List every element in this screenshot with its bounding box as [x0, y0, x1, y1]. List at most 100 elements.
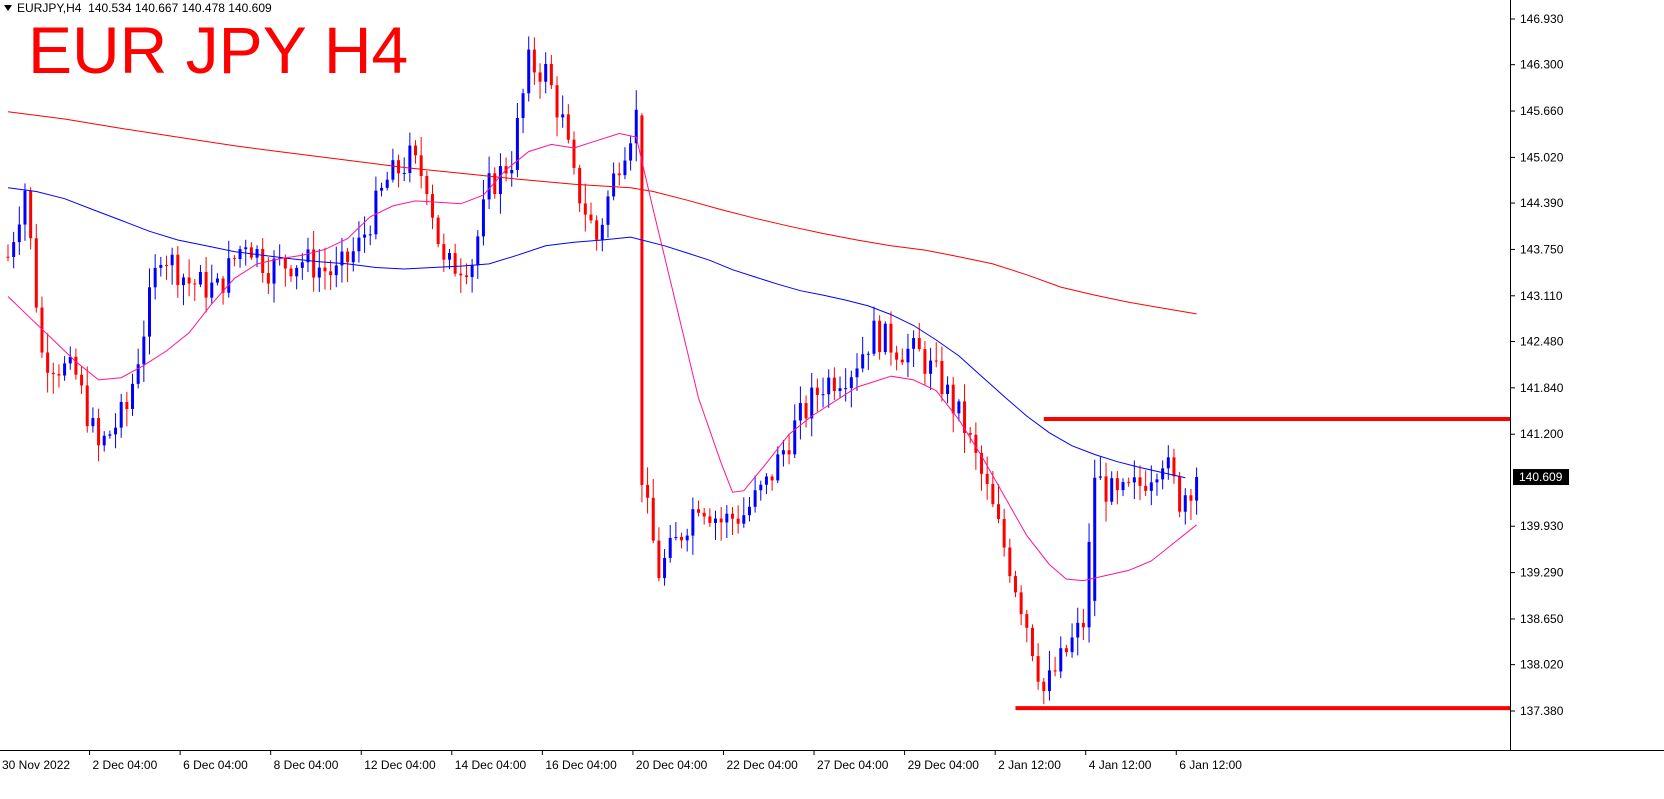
candle — [578, 164, 582, 212]
candle — [1121, 478, 1125, 497]
candle — [227, 240, 231, 298]
candle — [889, 311, 893, 366]
candle — [951, 376, 955, 433]
candle-body — [578, 167, 582, 204]
ma-mid-line — [7, 187, 1186, 479]
candle — [753, 475, 757, 513]
candle — [770, 474, 774, 491]
x-tick-label: 14 Dec 04:00 — [455, 758, 527, 772]
candle-body — [1155, 479, 1159, 483]
candle — [980, 445, 984, 491]
candle — [125, 391, 129, 427]
candle-body — [34, 238, 38, 308]
x-tick-label: 2 Jan 12:00 — [998, 758, 1061, 772]
horizontal-levels[interactable] — [1015, 416, 1510, 711]
candle-body — [532, 49, 536, 73]
candle — [278, 244, 282, 266]
candle — [855, 353, 859, 391]
candle-body — [640, 115, 644, 485]
candle — [414, 140, 418, 164]
candle — [323, 247, 327, 290]
candle-body — [821, 394, 825, 396]
candle-body — [827, 377, 831, 395]
candle — [34, 223, 38, 313]
candle — [844, 368, 848, 402]
candle — [1013, 570, 1017, 598]
candle-body — [617, 173, 621, 176]
candle — [114, 413, 118, 449]
candle-body — [295, 267, 299, 277]
candle-body — [114, 427, 118, 435]
candle-body — [385, 179, 389, 188]
candle — [419, 136, 423, 189]
candle-body — [600, 224, 604, 240]
candle-body — [544, 63, 548, 82]
candle-body — [883, 323, 887, 353]
y-tick-label: 146.930 — [1520, 12, 1564, 26]
candle — [329, 260, 333, 291]
candle — [680, 532, 684, 549]
candle-body — [312, 249, 316, 278]
candle — [663, 549, 667, 586]
candle — [295, 265, 299, 290]
candle — [1172, 448, 1176, 484]
candle-body — [170, 254, 174, 266]
candle — [1132, 460, 1136, 500]
candle — [1081, 608, 1085, 640]
candle — [583, 183, 587, 232]
candle — [640, 113, 644, 503]
candle-body — [255, 249, 259, 258]
candle-body — [623, 160, 627, 176]
candle — [634, 90, 638, 162]
candle — [119, 393, 123, 438]
candle-body — [238, 249, 242, 260]
candle-body — [215, 278, 219, 283]
candle-body — [164, 264, 168, 266]
candle — [866, 351, 870, 370]
candle — [1064, 644, 1068, 657]
candle-body — [159, 264, 163, 268]
candle — [63, 356, 67, 381]
candle-body — [481, 199, 485, 237]
candle — [1104, 462, 1108, 522]
candle — [702, 507, 706, 525]
candle-body — [663, 557, 667, 579]
ma-slow-line — [7, 111, 1197, 315]
candle — [164, 255, 168, 280]
candle-body — [719, 518, 723, 523]
candle — [442, 233, 446, 272]
candle — [481, 180, 485, 246]
candle — [102, 431, 106, 452]
candle-body — [1098, 476, 1102, 478]
candle-body — [1025, 614, 1029, 628]
candle — [697, 500, 701, 517]
candle-body — [351, 251, 355, 263]
candle-body — [1132, 477, 1136, 483]
candle — [912, 330, 916, 367]
candle — [210, 264, 214, 304]
chart-header: EURJPY,H4 140.534 140.667 140.478 140.60… — [4, 1, 272, 15]
candle — [346, 248, 350, 283]
candle — [793, 404, 797, 458]
candle — [1161, 460, 1165, 490]
candle-body — [566, 114, 570, 140]
candle-body — [408, 145, 412, 173]
candle — [266, 257, 270, 294]
candle-body — [1059, 648, 1063, 672]
candle-body — [895, 352, 899, 360]
candle — [1002, 508, 1006, 557]
candle — [623, 147, 627, 180]
candle-body — [651, 497, 655, 541]
candle-body — [612, 173, 616, 197]
candle-body — [487, 173, 491, 200]
candle-body — [193, 283, 197, 285]
candle — [170, 247, 174, 285]
dropdown-triangle-icon[interactable] — [4, 5, 12, 11]
candle — [1019, 585, 1023, 626]
candle-body — [181, 277, 185, 286]
candle — [963, 384, 967, 454]
candle — [940, 346, 944, 402]
candle-body — [1121, 482, 1125, 491]
candle — [1127, 477, 1131, 487]
